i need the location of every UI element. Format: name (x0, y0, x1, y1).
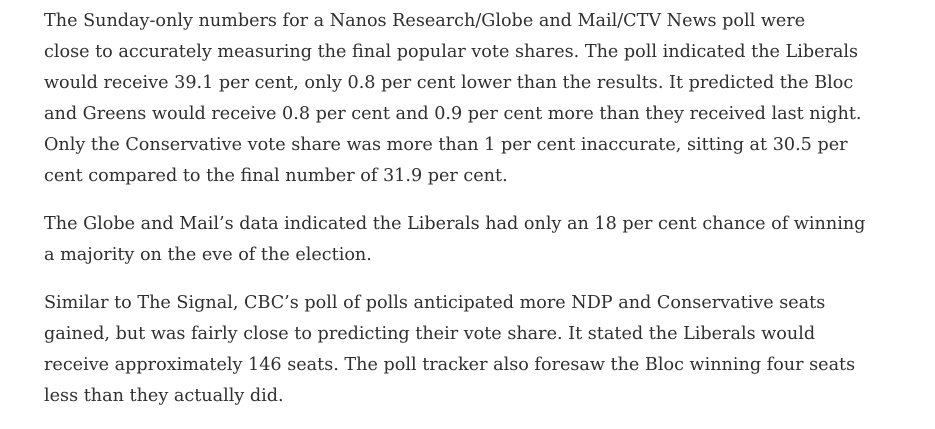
article-body: The Sunday-only numbers for a Nanos Rese… (44, 6, 914, 429)
paragraph-line: receive approximately 146 seats. The pol… (44, 355, 856, 375)
paragraph-nanos-poll: The Sunday-only numbers for a Nanos Rese… (44, 6, 914, 192)
paragraph-line: Similar to The Signal, CBC’s poll of pol… (44, 293, 826, 313)
paragraph-line: cent compared to the final number of 31.… (44, 166, 508, 186)
paragraph-line: The Globe and Mail’s data indicated the … (44, 214, 866, 234)
paragraph-line: less than they actually did. (44, 386, 284, 406)
paragraph-cbc-poll: Similar to The Signal, CBC’s poll of pol… (44, 288, 914, 412)
paragraph-globe-data: The Globe and Mail’s data indicated the … (44, 209, 914, 271)
paragraph-line: The Sunday-only numbers for a Nanos Rese… (44, 11, 806, 31)
paragraph-line: and Greens would receive 0.8 per cent an… (44, 104, 862, 124)
paragraph-line: gained, but was fairly close to predicti… (44, 324, 816, 344)
paragraph-line: Only the Conservative vote share was mor… (44, 135, 848, 155)
paragraph-line: close to accurately measuring the final … (44, 42, 859, 62)
paragraph-line: would receive 39.1 per cent, only 0.8 pe… (44, 73, 854, 93)
paragraph-line: a majority on the eve of the election. (44, 245, 372, 265)
